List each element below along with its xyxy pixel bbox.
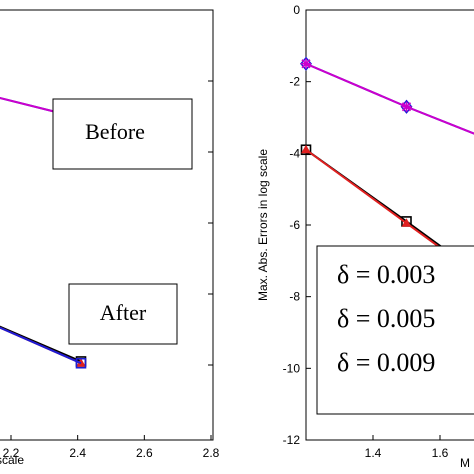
before-annotation-box bbox=[52, 98, 193, 170]
right-series-line bbox=[305, 62, 474, 135]
left-x-tick-label: 2.6 bbox=[136, 446, 153, 460]
after-annotation-text: After bbox=[100, 300, 147, 325]
left-x-tick-label: 2.8 bbox=[203, 446, 220, 460]
delta-legend-box bbox=[316, 245, 474, 415]
right-x-axis-label: M bbox=[460, 456, 470, 470]
before-annotation-text: Before bbox=[85, 119, 145, 144]
right-x-tick-label: 1.6 bbox=[432, 446, 449, 460]
right-data-point bbox=[401, 101, 412, 112]
right-data-point bbox=[401, 218, 412, 227]
right-panel: 0 -2 -4 -6 -8 -10 -12 1.4 1.6 Max. Abs. Errors … bbox=[256, 3, 474, 470]
left-series-4 bbox=[0, 326, 87, 369]
right-series-line bbox=[305, 62, 474, 135]
right-y-tick-label: -6 bbox=[289, 218, 300, 232]
right-y-tick-label: -8 bbox=[289, 290, 300, 304]
left-data-point bbox=[75, 357, 87, 369]
right-series-1 bbox=[301, 58, 474, 135]
right-y-axis-label: Max. Abs. Errors in log scale bbox=[256, 149, 270, 301]
after-annotation: After bbox=[68, 283, 178, 345]
after-annotation-box bbox=[68, 283, 178, 345]
delta-legend-line-3: δ = 0.009 bbox=[337, 348, 435, 377]
left-panel: 2.2 2.4 2.6 2.8 g scale Before After bbox=[0, 9, 220, 467]
delta-legend-line-2: δ = 0.005 bbox=[337, 304, 435, 333]
left-plot-frame bbox=[0, 9, 214, 441]
left-x-tick-label: 2.2 bbox=[3, 446, 20, 460]
left-x-axis-label: g scale bbox=[0, 453, 24, 467]
right-x-tick-label: 1.4 bbox=[365, 446, 382, 460]
left-x-ticks: 2.2 2.4 2.6 2.8 bbox=[3, 435, 220, 460]
right-data-point bbox=[301, 144, 311, 154]
delta-legend: δ = 0.003 δ = 0.005 δ = 0.009 bbox=[316, 245, 474, 415]
right-data-point bbox=[301, 58, 311, 69]
left-y-ticks bbox=[208, 80, 213, 366]
right-y-tick-label: -10 bbox=[283, 361, 301, 375]
left-x-tick-label: 2.4 bbox=[69, 446, 86, 460]
left-series-line bbox=[0, 325, 82, 363]
before-annotation: Before bbox=[52, 98, 193, 170]
right-y-ticks: 0 -2 -4 -6 -8 -10 -12 bbox=[283, 3, 311, 447]
left-series-line bbox=[0, 326, 82, 365]
right-x-ticks: 1.4 1.6 bbox=[365, 435, 449, 460]
delta-legend-line-1: δ = 0.003 bbox=[337, 260, 435, 289]
right-y-tick-label: -4 bbox=[289, 146, 300, 160]
right-y-tick-label: 0 bbox=[293, 3, 300, 17]
right-y-tick-label: -2 bbox=[289, 75, 300, 89]
right-data-point bbox=[300, 56, 312, 71]
right-y-tick-label: -12 bbox=[283, 433, 301, 447]
